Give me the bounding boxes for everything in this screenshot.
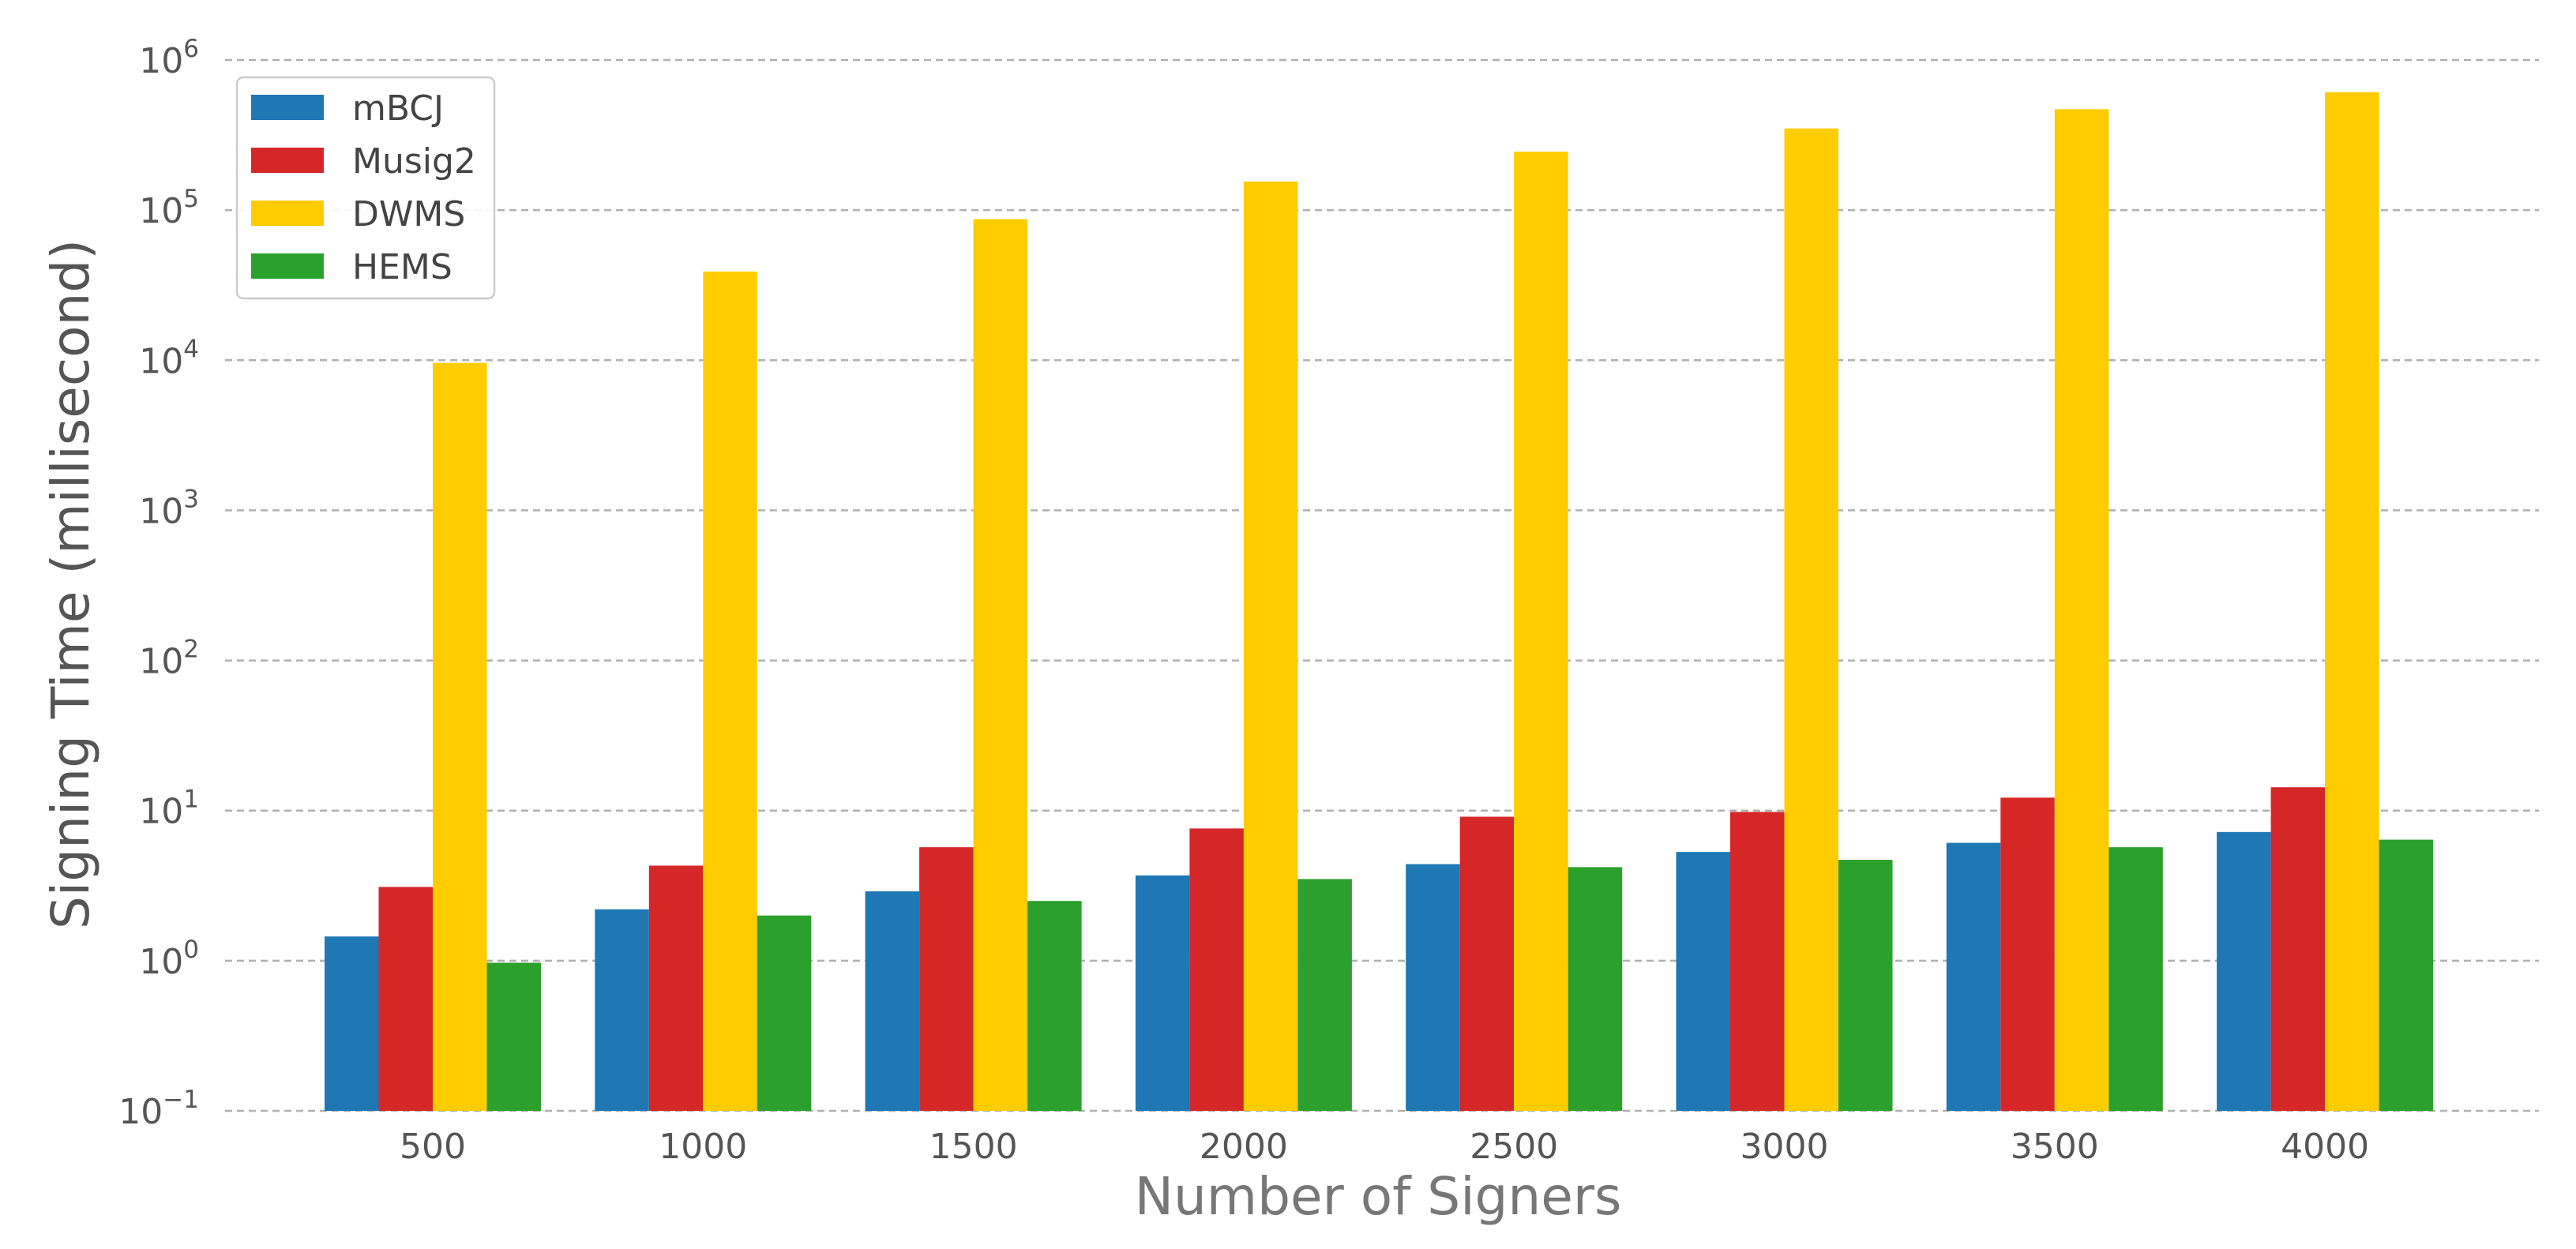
x-tick-labels: 500 1000 1500 2000 2500 3000 3500 4000 <box>400 1127 2369 1167</box>
bar-dwms-3000 <box>1784 128 1838 1112</box>
bar-dwms-4000 <box>2325 92 2379 1112</box>
x-tick-label: 1500 <box>929 1127 1018 1167</box>
bar-dwms-1000 <box>703 271 757 1112</box>
legend-frame <box>235 76 496 300</box>
y-tick-label: 103 <box>139 485 199 531</box>
y-tick-label: 10−1 <box>118 1086 199 1132</box>
y-tick-label: 100 <box>139 936 199 982</box>
bar-mbcj-3000 <box>1676 852 1730 1111</box>
bar-mbcj-1500 <box>865 891 920 1111</box>
bar-hems-3500 <box>2108 847 2163 1111</box>
legend-label-dwms: DWMS <box>352 194 465 234</box>
bar-dwms-1500 <box>973 219 1028 1112</box>
x-tick-label: 1000 <box>659 1127 747 1167</box>
bar-hems-2500 <box>1568 867 1623 1111</box>
bar-dwms-500 <box>433 362 487 1111</box>
bar-hems-500 <box>486 962 541 1111</box>
x-tick-label: 500 <box>400 1127 466 1167</box>
bar-mbcj-2000 <box>1135 875 1190 1111</box>
y-tick-label: 101 <box>139 786 199 832</box>
legend-swatch-mbcj <box>251 95 324 120</box>
legend-label-musig2: Musig2 <box>352 141 476 182</box>
bar-dwms-2500 <box>1514 152 1568 1111</box>
bar-dwms-3500 <box>2054 109 2109 1111</box>
legend-swatch-hems <box>251 253 324 279</box>
x-tick-label: 2500 <box>1470 1127 1558 1167</box>
bar-mbcj-4000 <box>2217 831 2271 1111</box>
y-tick-label: 105 <box>139 185 199 231</box>
bar-mbcj-1000 <box>595 909 649 1111</box>
legend-swatch-dwms <box>251 201 324 226</box>
bar-series <box>325 92 2434 1112</box>
legend-swatch-musig2 <box>251 148 324 173</box>
legend-label-mbcj: mBCJ <box>352 88 444 129</box>
x-tick-label: 2000 <box>1200 1127 1288 1167</box>
bar-mbcj-3500 <box>1946 842 2001 1111</box>
bar-hems-3000 <box>1838 860 1893 1111</box>
y-axis-label: Signing Time (millisecond) <box>40 239 101 929</box>
bar-musig2-1000 <box>648 865 704 1111</box>
bar-musig2-500 <box>378 887 433 1111</box>
y-tick-label: 102 <box>139 636 199 682</box>
bar-musig2-4000 <box>2270 787 2326 1111</box>
bar-musig2-2500 <box>1459 816 1515 1111</box>
bar-musig2-3500 <box>2000 797 2055 1111</box>
bar-mbcj-2500 <box>1406 864 1460 1111</box>
x-tick-label: 4000 <box>2281 1127 2369 1167</box>
bar-dwms-2000 <box>1243 181 1298 1111</box>
bar-musig2-1500 <box>919 847 974 1111</box>
bar-musig2-2000 <box>1189 828 1244 1111</box>
legend: mBCJ Musig2 DWMS HEMS <box>235 76 496 300</box>
y-gridlines <box>225 58 2539 1112</box>
bar-hems-1500 <box>1027 901 1082 1111</box>
x-tick-label: 3500 <box>2011 1127 2099 1167</box>
x-tick-label: 3000 <box>1740 1127 1829 1167</box>
y-tick-label: 106 <box>139 35 199 81</box>
y-tick-labels: 10−1 100 101 102 103 104 105 106 <box>118 35 199 1132</box>
bar-hems-2000 <box>1297 879 1352 1111</box>
x-axis-label: Number of Signers <box>1135 1166 1622 1227</box>
bar-hems-4000 <box>2379 839 2434 1111</box>
bar-mbcj-500 <box>325 936 379 1111</box>
bar-hems-1000 <box>757 915 812 1111</box>
legend-label-hems: HEMS <box>352 247 452 287</box>
y-tick-label: 104 <box>139 335 199 381</box>
bar-musig2-3000 <box>1730 812 1785 1111</box>
